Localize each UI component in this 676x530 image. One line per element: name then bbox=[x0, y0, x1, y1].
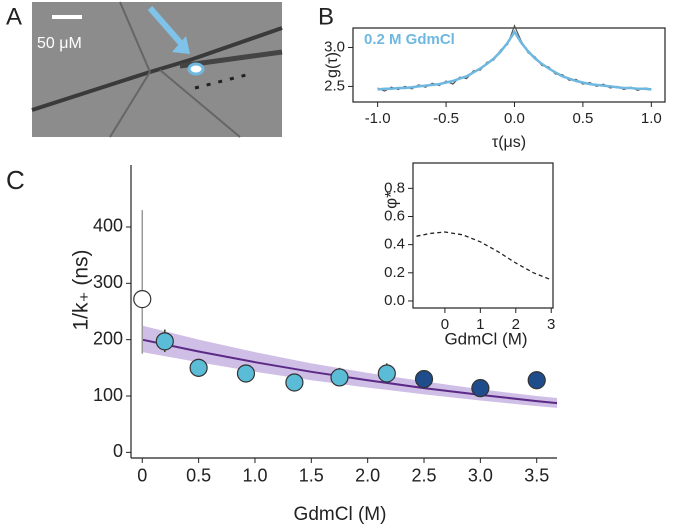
x-tick-label: 0.5 bbox=[572, 110, 593, 127]
x-axis-label: GdmCl (M) bbox=[444, 329, 527, 348]
x-tick-label: 2.0 bbox=[355, 466, 380, 486]
panel-label: A bbox=[6, 3, 22, 30]
x-tick-label: 3.0 bbox=[468, 466, 493, 486]
y-tick-label: 100 bbox=[93, 385, 123, 405]
x-tick-label: 1.0 bbox=[242, 466, 267, 486]
data-point bbox=[377, 364, 396, 383]
y-tick-label: 0.4 bbox=[384, 236, 405, 253]
x-tick-label: 0.0 bbox=[504, 110, 525, 127]
data-point bbox=[133, 290, 152, 309]
annotation: 0.2 M GdmCl bbox=[364, 31, 455, 48]
data-point bbox=[527, 371, 546, 390]
fit-group bbox=[142, 325, 557, 408]
series-line bbox=[377, 29, 652, 91]
panel-label: C bbox=[6, 165, 25, 195]
data-point bbox=[285, 373, 304, 392]
x-tick-label: 1.0 bbox=[641, 110, 662, 127]
y-tick-label: 0.0 bbox=[384, 292, 405, 309]
data-point bbox=[189, 358, 208, 377]
x-tick-label: 0 bbox=[137, 466, 147, 486]
x-axis-label: GdmCl (M) bbox=[294, 504, 387, 525]
data-point bbox=[330, 368, 349, 387]
y-tick-label: 0.6 bbox=[384, 207, 405, 224]
y-tick-label: 300 bbox=[93, 272, 123, 292]
plot-frame bbox=[352, 27, 666, 103]
x-tick-label: -1.0 bbox=[365, 110, 391, 127]
x-tick-label: 2 bbox=[512, 316, 520, 333]
x-tick-label: 0.5 bbox=[186, 466, 211, 486]
data-point bbox=[155, 332, 174, 351]
y-tick-label: 3.0 bbox=[324, 38, 345, 55]
x-tick-label: 2.5 bbox=[412, 466, 437, 486]
y-tick-label: 2.5 bbox=[324, 77, 345, 94]
x-axis-label: τ(μs) bbox=[492, 134, 526, 151]
x-tick-label: 0 bbox=[441, 316, 449, 333]
panel-label: B bbox=[318, 3, 334, 30]
data-point bbox=[471, 379, 490, 398]
y-tick-label: 0 bbox=[113, 441, 123, 461]
plot-frame bbox=[412, 162, 554, 309]
data-point bbox=[414, 370, 434, 389]
x-tick-label: 3.5 bbox=[524, 466, 549, 486]
x-tick-label: 1 bbox=[476, 316, 484, 333]
y-tick-label: 400 bbox=[93, 216, 123, 236]
y-tick-label: 0.8 bbox=[384, 179, 405, 196]
fit-band bbox=[142, 325, 557, 408]
micrograph bbox=[31, 1, 283, 138]
y-tick-label: 200 bbox=[93, 328, 123, 348]
scale-label: 50 μM bbox=[37, 35, 82, 52]
data-point bbox=[236, 364, 256, 383]
fit-line bbox=[142, 338, 557, 405]
x-tick-label: -0.5 bbox=[433, 110, 459, 127]
x-tick-label: 1.5 bbox=[299, 466, 324, 486]
y-axis-label: g(τ) bbox=[324, 52, 341, 78]
series-line bbox=[416, 231, 552, 281]
x-tick-label: 3 bbox=[547, 316, 555, 333]
y-axis-label: 1/k₊ (ns) bbox=[70, 249, 93, 330]
y-tick-label: 0.2 bbox=[384, 264, 405, 281]
y-axis-label: φ* bbox=[381, 191, 400, 209]
